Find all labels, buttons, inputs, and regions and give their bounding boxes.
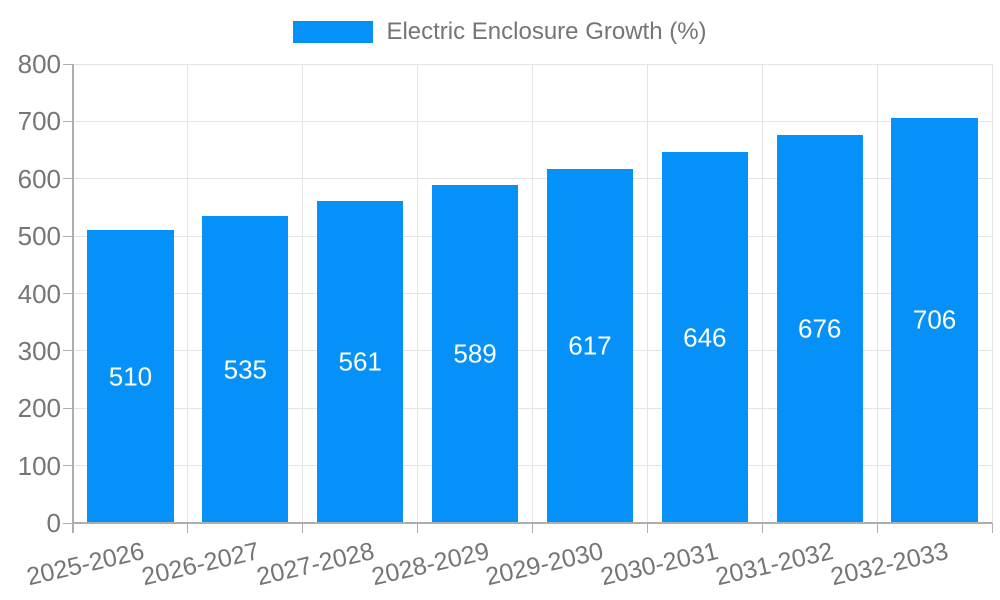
bar[interactable]: 510 (87, 230, 174, 523)
y-tick (63, 120, 73, 122)
x-tick (761, 523, 763, 533)
legend[interactable]: Electric Enclosure Growth (%) (0, 18, 1000, 46)
bar[interactable]: 676 (776, 135, 863, 523)
x-axis-label: 2025-2026 (23, 537, 147, 592)
bar[interactable]: 535 (202, 216, 289, 523)
y-tick (63, 465, 73, 467)
y-tick (63, 63, 73, 65)
x-tick (417, 523, 419, 533)
bar[interactable]: 561 (317, 201, 404, 523)
x-tick (532, 523, 533, 533)
x-axis-label: 2027-2028 (253, 537, 377, 592)
y-tick (63, 522, 73, 524)
y-axis-label: 800 (17, 49, 61, 79)
bar-value-label: 676 (797, 313, 842, 344)
x-axis-label: 2028-2029 (368, 537, 492, 592)
legend-swatch (293, 21, 374, 43)
y-tick (63, 293, 73, 294)
y-tick (63, 235, 73, 237)
x-gridline (417, 64, 419, 523)
x-gridline (187, 64, 189, 523)
y-axis-label: 300 (17, 335, 61, 366)
x-gridline (761, 64, 763, 523)
bar-value-label: 706 (912, 304, 957, 335)
x-axis-label: 2030-2031 (598, 537, 722, 592)
y-axis-label: 200 (17, 393, 61, 424)
x-axis-label: 2032-2033 (828, 537, 951, 592)
y-axis-line (72, 64, 74, 533)
y-axis-label: 500 (17, 221, 61, 252)
bar-value-label: 589 (453, 338, 497, 369)
x-tick (187, 523, 189, 533)
x-axis-label: 2026-2027 (138, 537, 262, 592)
bar-value-label: 617 (568, 330, 612, 361)
bar[interactable]: 589 (431, 185, 519, 523)
x-tick (302, 523, 304, 533)
x-axis-label: 2031-2032 (713, 537, 836, 592)
x-axis-line (73, 522, 992, 524)
y-axis-label: 600 (17, 163, 61, 194)
bar-value-label: 646 (683, 322, 727, 353)
bar[interactable]: 617 (546, 168, 634, 523)
bar-value-label: 561 (338, 346, 382, 377)
x-axis-label: 2029-2030 (483, 537, 607, 592)
bar[interactable]: 646 (661, 152, 748, 523)
y-axis-label: 100 (17, 450, 61, 481)
y-tick (63, 407, 73, 409)
x-gridline (991, 64, 993, 523)
y-axis-label: 700 (17, 106, 61, 137)
y-tick (63, 178, 73, 180)
x-gridline (876, 64, 878, 523)
x-gridline (302, 64, 304, 523)
legend-label: Electric Enclosure Growth (%) (386, 18, 707, 45)
x-tick (876, 523, 878, 533)
x-gridline (532, 64, 533, 523)
y-tick (63, 350, 73, 352)
y-axis-label: 0 (46, 508, 61, 538)
bar-value-label: 535 (223, 354, 267, 384)
x-tick (991, 523, 993, 533)
bar[interactable]: 706 (891, 117, 978, 523)
y-axis-label: 400 (17, 278, 61, 309)
bar-value-label: 510 (108, 361, 153, 392)
x-gridline (646, 64, 648, 523)
x-tick (646, 523, 648, 533)
